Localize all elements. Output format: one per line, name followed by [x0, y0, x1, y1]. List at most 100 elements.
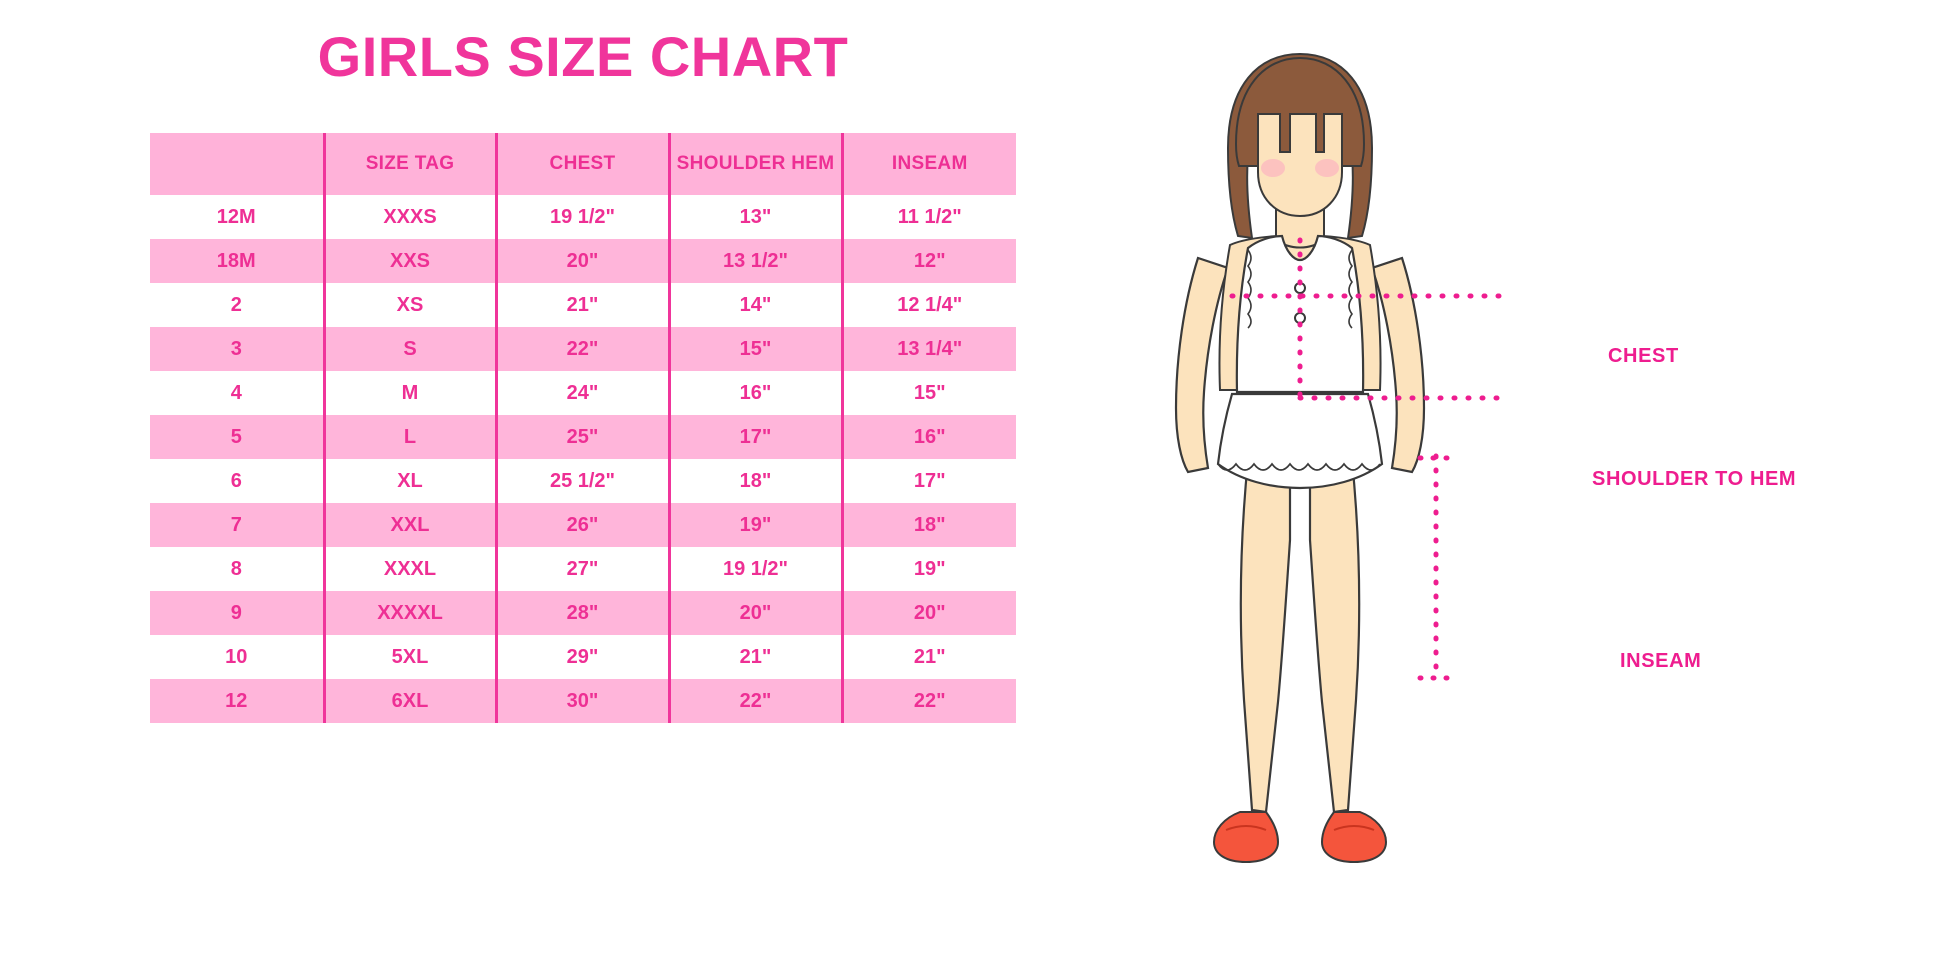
- cell-size: 12: [150, 679, 326, 723]
- cell-shoulder-hem: 18": [669, 459, 844, 503]
- callout-inseam: INSEAM: [1620, 650, 1702, 672]
- cell-inseam: 12": [842, 239, 1016, 283]
- cell-size: 4: [150, 371, 326, 415]
- cell-chest: 25": [496, 415, 671, 459]
- cell-chest: 29": [496, 635, 671, 679]
- right-cheek: [1315, 159, 1339, 177]
- cell-inseam: 12 1/4": [842, 283, 1016, 327]
- left-shoe-strap: [1225, 825, 1267, 831]
- cell-size: 6: [150, 459, 326, 503]
- size-chart-table: SIZE TAG CHEST SHOULDER HEM INSEAM 12M X…: [150, 133, 1016, 723]
- cell-size-tag: XXXL: [324, 547, 498, 591]
- cell-size-tag: S: [324, 327, 498, 371]
- cell-chest: 27": [496, 547, 671, 591]
- right-shoe: [1320, 811, 1388, 864]
- table-row: 9 XXXXL 28" 20" 20": [150, 591, 1016, 635]
- cell-shoulder-hem: 14": [669, 283, 844, 327]
- cell-shoulder-hem: 13": [669, 195, 844, 239]
- cell-size: 7: [150, 503, 326, 547]
- cell-shoulder-hem: 13 1/2": [669, 239, 844, 283]
- skirt: [1216, 392, 1384, 490]
- cell-inseam: 15": [842, 371, 1016, 415]
- page-title: GIRLS SIZE CHART: [317, 25, 849, 88]
- cell-size: 10: [150, 635, 326, 679]
- cell-size: 18M: [150, 239, 326, 283]
- cell-inseam: 21": [842, 635, 1016, 679]
- cell-inseam: 17": [842, 459, 1016, 503]
- cell-size: 2: [150, 283, 326, 327]
- cell-size: 3: [150, 327, 326, 371]
- callout-chest: CHEST: [1608, 345, 1679, 367]
- cell-chest: 19 1/2": [496, 195, 671, 239]
- table-header-row: SIZE TAG CHEST SHOULDER HEM INSEAM: [150, 133, 1016, 195]
- cell-chest: 30": [496, 679, 671, 723]
- cell-size: 8: [150, 547, 326, 591]
- cell-shoulder-hem: 21": [669, 635, 844, 679]
- column-header-shoulder-hem: SHOULDER HEM: [669, 133, 844, 195]
- table-row: 18M XXS 20" 13 1/2" 12": [150, 239, 1016, 283]
- cell-shoulder-hem: 15": [669, 327, 844, 371]
- cell-size-tag: 6XL: [324, 679, 498, 723]
- cell-chest: 26": [496, 503, 671, 547]
- cell-size: 9: [150, 591, 326, 635]
- left-leg: [1239, 458, 1292, 814]
- table-row: 3 S 22" 15" 13 1/4": [150, 327, 1016, 371]
- cell-size-tag: XS: [324, 283, 498, 327]
- right-shoulder-ruffle: [1348, 249, 1353, 329]
- table-row: 4 M 24" 16" 15": [150, 371, 1016, 415]
- cell-size-tag: XXS: [324, 239, 498, 283]
- column-header-size-tag: SIZE TAG: [324, 133, 498, 195]
- cell-shoulder-hem: 22": [669, 679, 844, 723]
- left-shoe: [1212, 811, 1280, 864]
- cell-inseam: 16": [842, 415, 1016, 459]
- cell-size-tag: XXL: [324, 503, 498, 547]
- cell-inseam: 20": [842, 591, 1016, 635]
- table-row: 7 XXL 26" 19" 18": [150, 503, 1016, 547]
- table-row: 6 XL 25 1/2" 18" 17": [150, 459, 1016, 503]
- table-row: 2 XS 21" 14" 12 1/4": [150, 283, 1016, 327]
- left-shoulder-ruffle: [1247, 249, 1252, 329]
- column-header-chest: CHEST: [496, 133, 671, 195]
- cell-size-tag: XXXS: [324, 195, 498, 239]
- column-header-size: [150, 133, 326, 195]
- cell-chest: 20": [496, 239, 671, 283]
- right-shoe-strap: [1333, 825, 1375, 831]
- cell-size-tag: M: [324, 371, 498, 415]
- cell-inseam: 13 1/4": [842, 327, 1016, 371]
- girl-figure-illustration: [1080, 40, 1520, 930]
- table-row: 5 L 25" 17" 16": [150, 415, 1016, 459]
- cell-chest: 21": [496, 283, 671, 327]
- cell-shoulder-hem: 20": [669, 591, 844, 635]
- right-leg: [1308, 458, 1361, 814]
- table-header: SIZE TAG CHEST SHOULDER HEM INSEAM: [150, 133, 1016, 195]
- column-header-inseam: INSEAM: [842, 133, 1016, 195]
- cell-chest: 22": [496, 327, 671, 371]
- cell-shoulder-hem: 19": [669, 503, 844, 547]
- cell-chest: 28": [496, 591, 671, 635]
- table-body: 12M XXXS 19 1/2" 13" 11 1/2" 18M XXS 20"…: [150, 195, 1016, 723]
- table-row: 10 5XL 29" 21" 21": [150, 635, 1016, 679]
- cell-inseam: 22": [842, 679, 1016, 723]
- cell-chest: 25 1/2": [496, 459, 671, 503]
- cell-size-tag: 5XL: [324, 635, 498, 679]
- cell-size: 12M: [150, 195, 326, 239]
- cell-chest: 24": [496, 371, 671, 415]
- table-row: 8 XXXL 27" 19 1/2" 19": [150, 547, 1016, 591]
- right-arm: [1370, 256, 1426, 474]
- hair-fringe: [1234, 56, 1366, 167]
- skirt-hem-scallop: [1217, 462, 1381, 471]
- cell-shoulder-hem: 16": [669, 371, 844, 415]
- callout-shoulder-to-hem: SHOULDER TO HEM: [1592, 468, 1797, 490]
- cell-size: 5: [150, 415, 326, 459]
- left-arm: [1174, 256, 1230, 474]
- cell-shoulder-hem: 19 1/2": [669, 547, 844, 591]
- cell-inseam: 11 1/2": [842, 195, 1016, 239]
- cell-size-tag: XXXXL: [324, 591, 498, 635]
- cell-shoulder-hem: 17": [669, 415, 844, 459]
- cell-inseam: 18": [842, 503, 1016, 547]
- left-cheek: [1261, 159, 1285, 177]
- table-row: 12M XXXS 19 1/2" 13" 11 1/2": [150, 195, 1016, 239]
- cell-size-tag: L: [324, 415, 498, 459]
- table-row: 12 6XL 30" 22" 22": [150, 679, 1016, 723]
